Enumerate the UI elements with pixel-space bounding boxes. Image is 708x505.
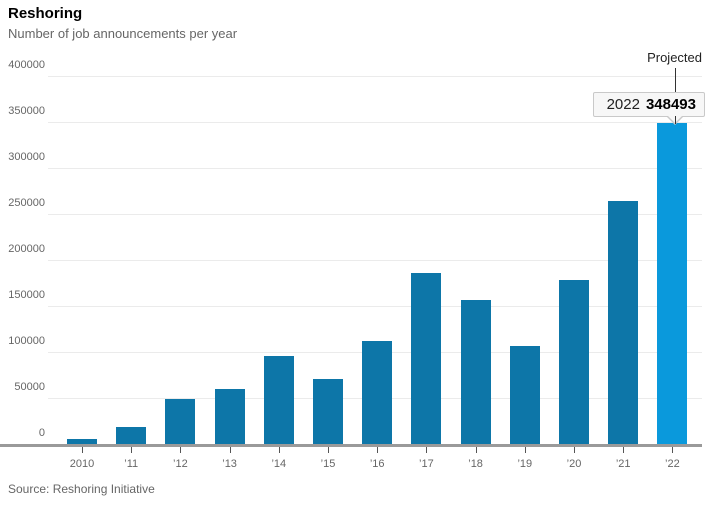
x-axis-tick-label: ’12 [173,458,188,470]
annotation-leader-line [675,68,676,93]
x-axis-tick-label: ’16 [369,458,385,470]
y-axis-tick-label: 300000 [8,151,45,163]
gridline [48,168,702,169]
x-axis-line [0,444,702,447]
bar-13[interactable] [214,388,245,444]
bar-21[interactable] [608,201,639,444]
x-axis-tick-label: ’19 [517,458,533,470]
x-axis-tick-label: ’13 [222,458,237,470]
tooltip-value: 348493 [645,96,696,113]
gridline [48,306,702,307]
x-axis-tick-label: ’11 [124,458,139,470]
bar-22[interactable] [657,123,688,444]
y-axis-tick-label: 250000 [8,197,45,209]
x-axis-tick [623,447,625,453]
gridline [48,214,702,215]
y-axis-tick-label: 200000 [8,243,45,255]
x-axis-tick [672,447,674,453]
gridline [48,260,702,261]
gridline [48,76,702,77]
x-axis-tick [328,447,329,453]
x-axis-tick-label: ’21 [615,458,631,470]
x-axis-tick [180,447,182,453]
x-axis-tick [426,447,428,453]
annotation-leader-tip [675,116,676,124]
y-axis-tick-label: 400000 [8,59,45,71]
x-axis-tick-label: ’15 [320,458,336,470]
y-axis-tick-label: 50000 [14,381,45,393]
bar-14[interactable] [263,355,294,444]
bar-11[interactable] [116,427,147,444]
x-axis-tick [377,447,379,453]
bar-18[interactable] [460,300,491,444]
bar-20[interactable] [559,280,589,444]
bar-2010[interactable] [67,439,97,444]
chart-subtitle: Number of job announcements per year [8,26,238,41]
bar-17[interactable] [411,272,442,444]
x-axis-tick-label: ’17 [419,458,434,470]
y-axis-tick-label: 150000 [8,289,45,301]
bar-15[interactable] [313,378,343,444]
x-axis-tick-label: ’20 [566,458,582,470]
x-axis-tick [278,447,280,453]
bar-16[interactable] [362,340,393,444]
source-note: Source: Reshoring Initiative [8,482,155,496]
x-axis-tick-label: 2010 [69,458,95,470]
y-axis-tick-label: 0 [38,427,45,439]
x-axis-tick [475,447,477,453]
x-axis-tick [574,447,575,453]
gridline [48,122,702,123]
y-axis-tick-label: 100000 [8,335,45,347]
chart-title: Reshoring [8,5,83,22]
bar-12[interactable] [165,398,196,444]
bar-19[interactable] [509,346,540,444]
x-axis-tick [229,447,231,453]
tooltip: 2022 348493 [593,92,705,117]
x-axis-tick [524,447,526,453]
x-axis-tick-label: ’22 [665,458,680,470]
projected-label: Projected [647,50,702,65]
x-axis-tick-label: ’14 [271,458,287,470]
x-axis-tick-label: ’18 [468,458,483,470]
x-axis-tick [82,447,83,453]
y-axis-tick-label: 350000 [8,105,45,117]
tooltip-year: 2022 [606,96,640,113]
x-axis-tick [131,447,133,453]
